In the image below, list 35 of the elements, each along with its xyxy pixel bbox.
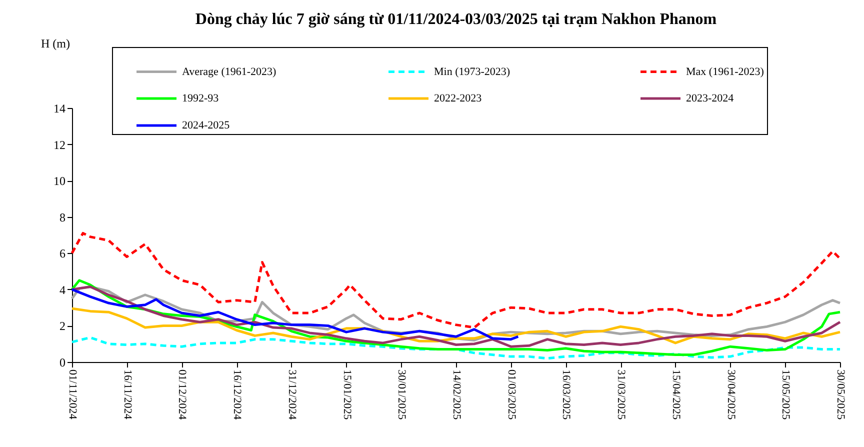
x-tick-label: 31/12/2024 [286,370,298,420]
legend-label: 2022-2023 [434,92,482,104]
legend-label: Max (1961-2023) [686,66,764,78]
y-tick-label: 12 [54,138,66,152]
line-series [70,232,842,329]
y-tick-label: 2 [60,319,66,334]
legend-label: Min (1973-2023) [434,66,510,78]
x-tick-label: 30/01/2025 [396,370,408,420]
x-tick-label: 31/03/2025 [615,370,628,420]
y-tick-label: 10 [54,174,66,188]
legend-label: 1992-93 [182,92,220,104]
x-tick-label: 30/05/2025 [834,370,846,420]
x-tick-label: 16/03/2025 [560,370,572,420]
legend-label: 2023-2024 [686,92,734,104]
x-tick-label: 01/03/2025 [505,370,518,420]
chart-title: Dòng chảy lúc 7 giờ sáng từ 01/11/2024-03/03/2025 tại trạm Nakhon Phanom [195,11,718,28]
x-tick-label: 15/04/2025 [670,370,682,420]
y-tick-label: 8 [60,210,66,224]
line-series [70,288,520,341]
legend-label: Average (1961-2023) [182,66,277,78]
y-tick-label: 0 [60,356,66,370]
x-tick-label: 15/01/2025 [340,370,353,420]
x-tick-label: 15/05/2025 [780,370,792,420]
x-tick-label: 30/04/2025 [724,370,737,420]
line-series [70,336,842,360]
x-tick-label: 16/12/2024 [231,370,244,420]
x-tick-label: 16/11/2024 [121,370,134,420]
legend-label: 2024-2025 [182,120,230,132]
x-tick-label: 01/12/2024 [176,370,188,420]
x-tick-label: 01/11/2024 [66,370,78,420]
y-tick-label: 6 [60,246,66,261]
y-tick-label: 14 [54,102,66,116]
y-tick-label: 4 [60,282,66,297]
x-tick-label: 14/02/2025 [450,370,462,420]
y-axis-title: H (m) [41,36,70,50]
